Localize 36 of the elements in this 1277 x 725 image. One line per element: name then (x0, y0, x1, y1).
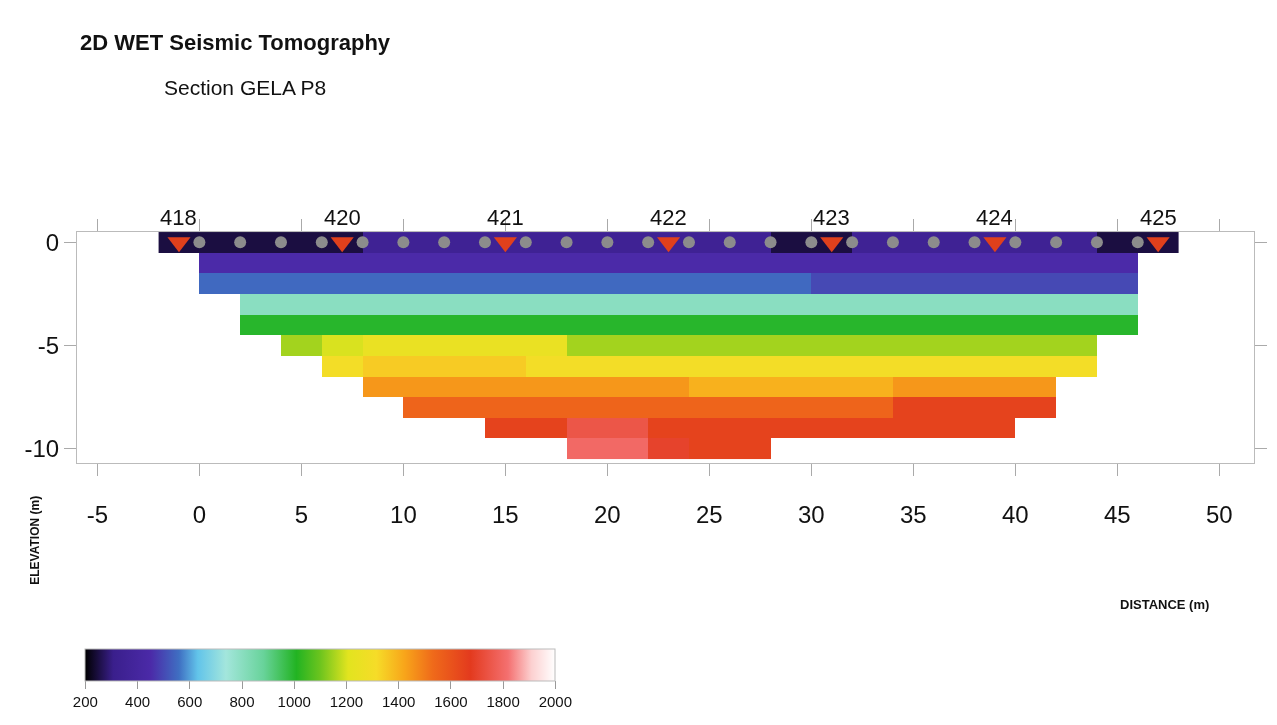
color-bar-label: 1000 (277, 693, 311, 710)
color-bar-label: 2000 (538, 693, 573, 710)
y-tick-label: -10 (24, 435, 60, 463)
annotation: 423 (813, 205, 850, 230)
color-bar-label: 1400 (381, 693, 416, 710)
color-bar-label: 600 (177, 693, 203, 710)
chart-subtitle: Section GELA P8 (164, 76, 327, 99)
x-tick-label: 50 (1205, 500, 1233, 528)
x-tick-label: 5 (294, 500, 309, 528)
annotation: 421 (487, 205, 524, 230)
y-tick-label: 0 (45, 228, 60, 256)
annotation: 420 (324, 205, 361, 230)
x-tick-label: 35 (899, 500, 927, 528)
x-tick-label: 10 (390, 500, 417, 528)
x-tick-label: 40 (1001, 500, 1029, 528)
annotation: 425 (1140, 205, 1177, 230)
chart-title: 2D WET Seismic Tomography (80, 30, 391, 55)
y-axis-title: ELEVATION (m) (28, 495, 43, 585)
x-tick-label: 0 (192, 500, 207, 528)
x-tick-label: 25 (696, 500, 723, 528)
annotation: 422 (650, 205, 687, 230)
text: DISTANCE (m) (1120, 597, 1210, 612)
annotation: 424 (976, 205, 1013, 230)
x-tick-label: 15 (492, 500, 519, 528)
color-bar-label: 1200 (329, 693, 364, 710)
y-tick-label: -5 (37, 331, 60, 359)
x-tick-label: -5 (86, 500, 109, 528)
annotation: 418 (160, 205, 197, 230)
color-bar-label: 1800 (486, 693, 520, 710)
color-bar-label: 400 (125, 693, 151, 710)
color-bar-label: 800 (229, 693, 255, 710)
x-tick-label: 45 (1103, 500, 1131, 528)
x-tick-label: 30 (798, 500, 825, 528)
x-tick-label: 20 (594, 500, 621, 528)
color-bar-label: 200 (72, 693, 98, 710)
color-bar-label: 1600 (434, 693, 468, 710)
